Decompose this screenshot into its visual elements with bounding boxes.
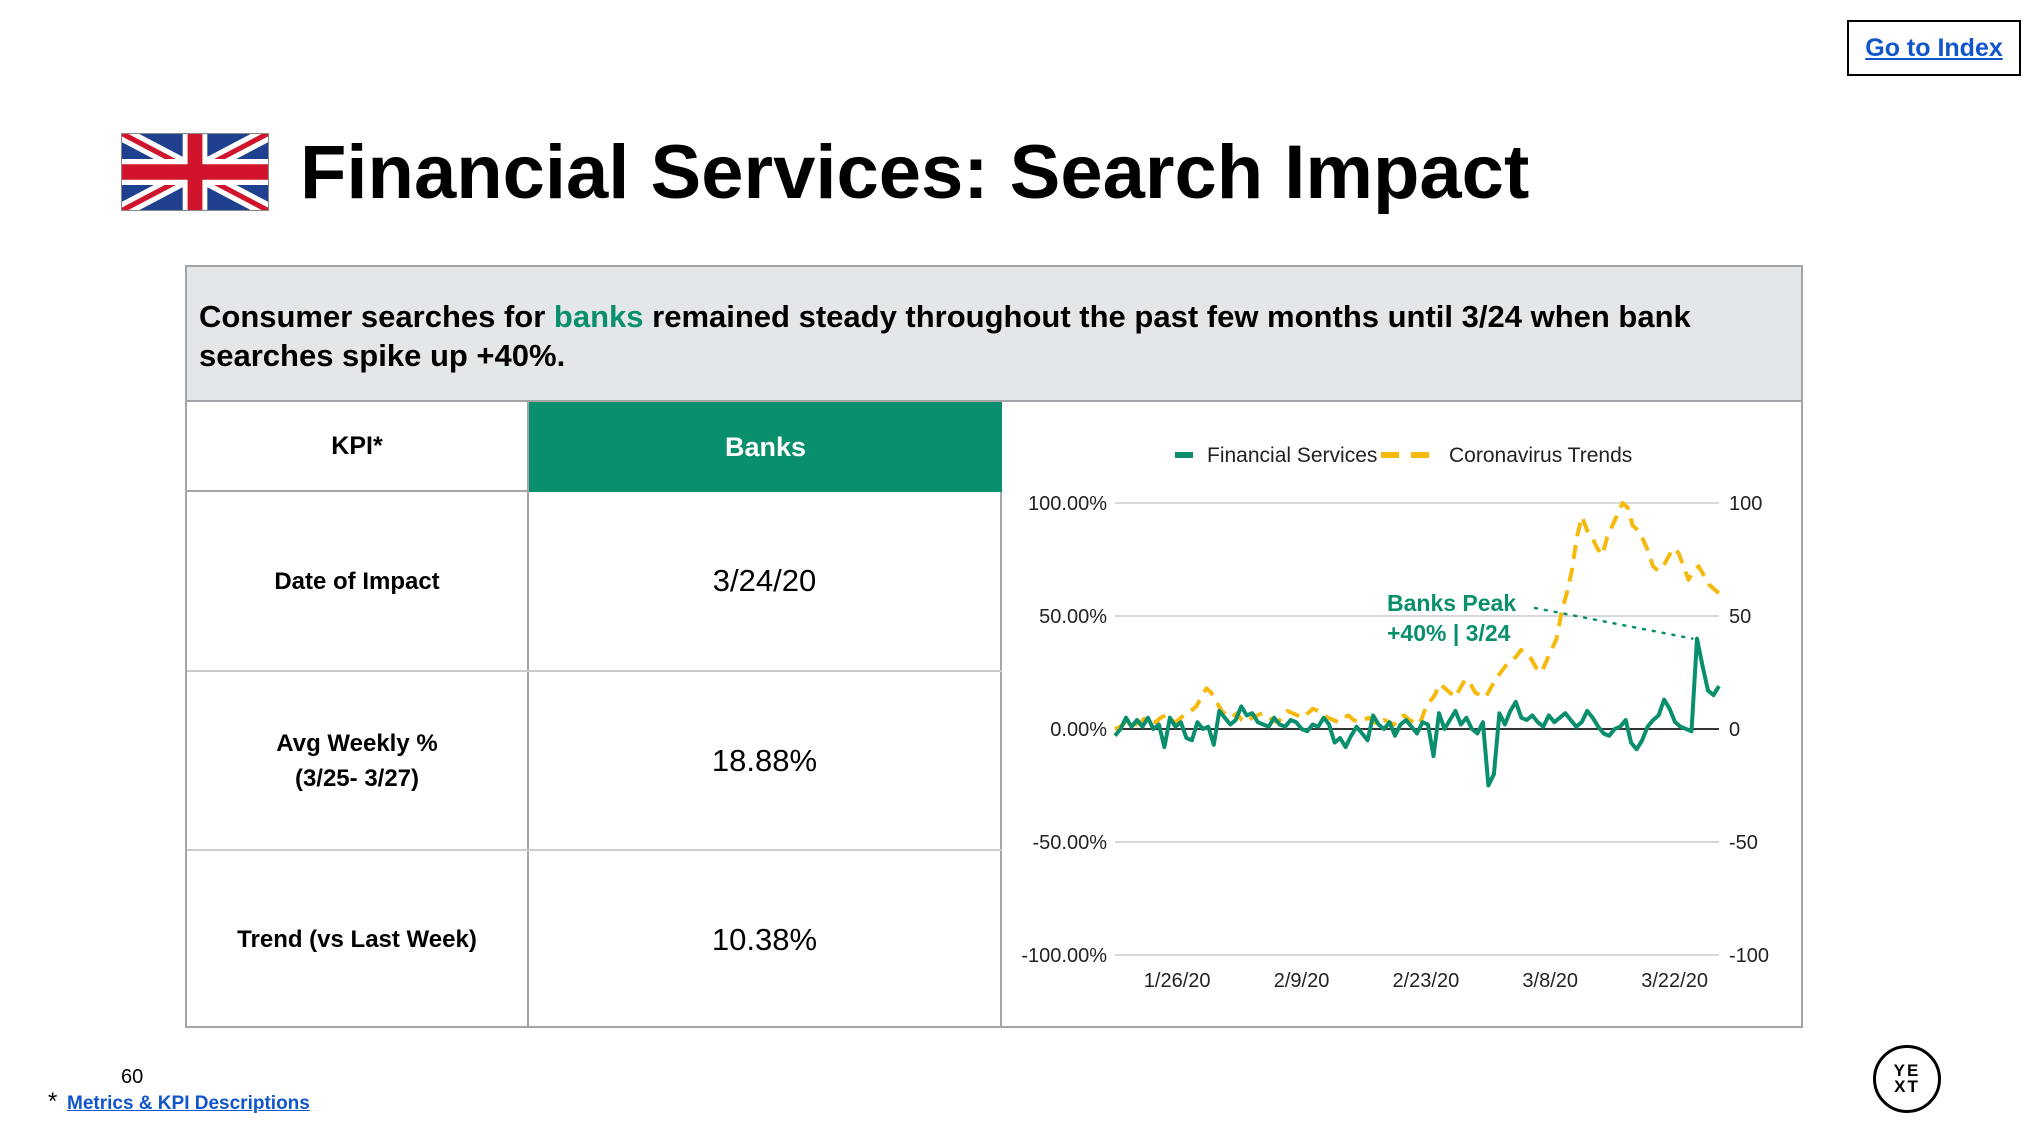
kpi-value-trend: 10.38%	[529, 851, 1002, 1028]
y-left-tick-label: 100.00%	[1028, 493, 1107, 515]
row-label-text: Trend (vs Last Week)	[237, 926, 477, 953]
logo-text-top: YE	[1893, 1061, 1921, 1080]
x-tick-label: 2/23/20	[1393, 970, 1460, 992]
summary-text-end: remained steady throughout the past few …	[199, 299, 1691, 373]
go-to-index-link[interactable]: Go to Index	[1847, 20, 2021, 76]
metrics-kpi-descriptions-link[interactable]: Metrics & KPI Descriptions	[67, 1093, 310, 1114]
y-left-tick-label: 50.00%	[1039, 606, 1107, 628]
row-label-text: Date of Impact	[274, 567, 440, 595]
y-left-tick-label: -50.00%	[1033, 832, 1108, 854]
y-right-tick-label: 50	[1729, 606, 1751, 628]
y-right-tick-label: -50	[1729, 832, 1758, 854]
y-left-tick-label: -100.00%	[1021, 945, 1107, 967]
kpi-column-header: KPI*	[187, 402, 529, 492]
x-tick-label: 2/9/20	[1274, 970, 1330, 992]
legend-label-coronavirus-trends: Coronavirus Trends	[1449, 444, 1632, 467]
summary-highlight: banks	[553, 299, 644, 334]
series-line-financial-services	[1113, 636, 1721, 788]
row-sublabel-text: (3/25- 3/27)	[294, 764, 420, 792]
search-impact-chart: 100.00% 100 50.00% 50 0.00% 0 -50.00% -50 -100.0…	[1021, 444, 1769, 992]
row-divider	[187, 670, 1002, 672]
y-right-tick-label: -100	[1729, 945, 1769, 967]
annotation-line-2: +40% | 3/24	[1387, 620, 1511, 646]
y-right-tick-label: 100	[1729, 493, 1762, 515]
kpi-value-avg-weekly: 18.88%	[529, 672, 1002, 849]
kpi-label-avg-weekly: Avg Weekly % (3/25- 3/27)	[187, 672, 529, 849]
page-number: 60	[121, 1066, 144, 1088]
summary-text-start: Consumer searches for	[199, 299, 554, 334]
kpi-value-date-of-impact: 3/24/20	[529, 492, 1002, 670]
annotation-line-1: Banks Peak	[1387, 590, 1516, 616]
kpi-label-trend: Trend (vs Last Week)	[187, 851, 529, 1028]
banks-column-header: Banks	[529, 402, 1002, 492]
annotation-leader-line	[1533, 606, 1694, 640]
kpi-label-date-of-impact: Date of Impact	[187, 492, 529, 670]
x-tick-label: 3/8/20	[1522, 970, 1578, 992]
logo-text-bottom: XT	[1894, 1077, 1920, 1096]
uk-flag-icon	[121, 133, 269, 211]
legend-label-financial-services: Financial Services	[1207, 444, 1377, 467]
summary-banner: Consumer searches for banks remained ste…	[185, 265, 1803, 402]
y-right-tick-label: 0	[1729, 719, 1740, 741]
yext-logo: YE XT	[1873, 1045, 1941, 1113]
row-label-text: Avg Weekly %	[276, 729, 438, 757]
kpi-table: KPI* Banks Date of Impact 3/24/20 Avg We…	[185, 402, 1803, 1028]
page-title: Financial Services: Search Impact	[300, 130, 1530, 215]
y-left-tick-label: 0.00%	[1050, 719, 1107, 741]
footnote-star: *	[48, 1088, 58, 1115]
row-divider	[187, 849, 1002, 851]
x-tick-label: 3/22/20	[1641, 970, 1708, 992]
x-tick-label: 1/26/20	[1144, 970, 1211, 992]
